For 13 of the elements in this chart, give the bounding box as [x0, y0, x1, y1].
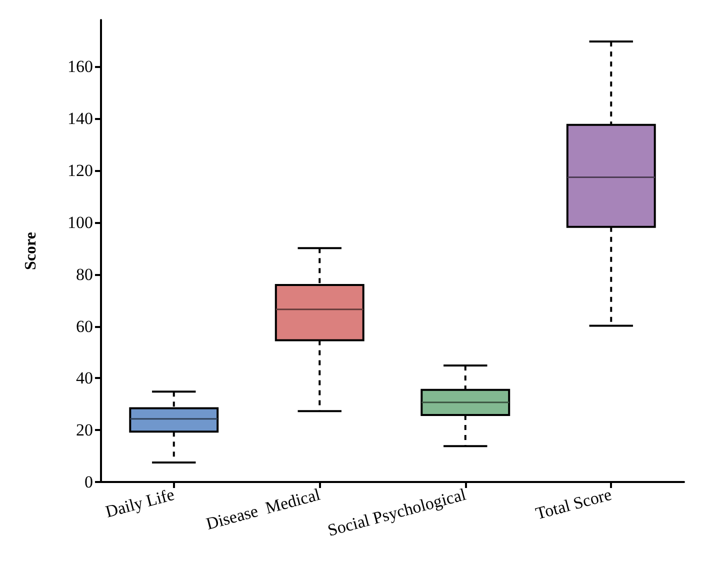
- y-tick-label: 40: [76, 368, 93, 388]
- y-tick-label: 0: [84, 472, 93, 492]
- y-tick-label: 140: [68, 109, 93, 128]
- y-axis-title: Score: [22, 232, 40, 270]
- y-tick-label: 160: [68, 57, 93, 76]
- y-tick-label: 120: [68, 161, 93, 180]
- y-tick-label: 80: [76, 264, 93, 284]
- x-tick-label: Total Score: [534, 484, 614, 524]
- y-tick-label: 60: [76, 316, 93, 336]
- y-tick-label: 100: [68, 212, 93, 232]
- x-tick-label: Disease Medical: [204, 484, 322, 534]
- y-tick-label: 20: [76, 420, 93, 440]
- x-tick-label: Daily Life: [103, 484, 176, 522]
